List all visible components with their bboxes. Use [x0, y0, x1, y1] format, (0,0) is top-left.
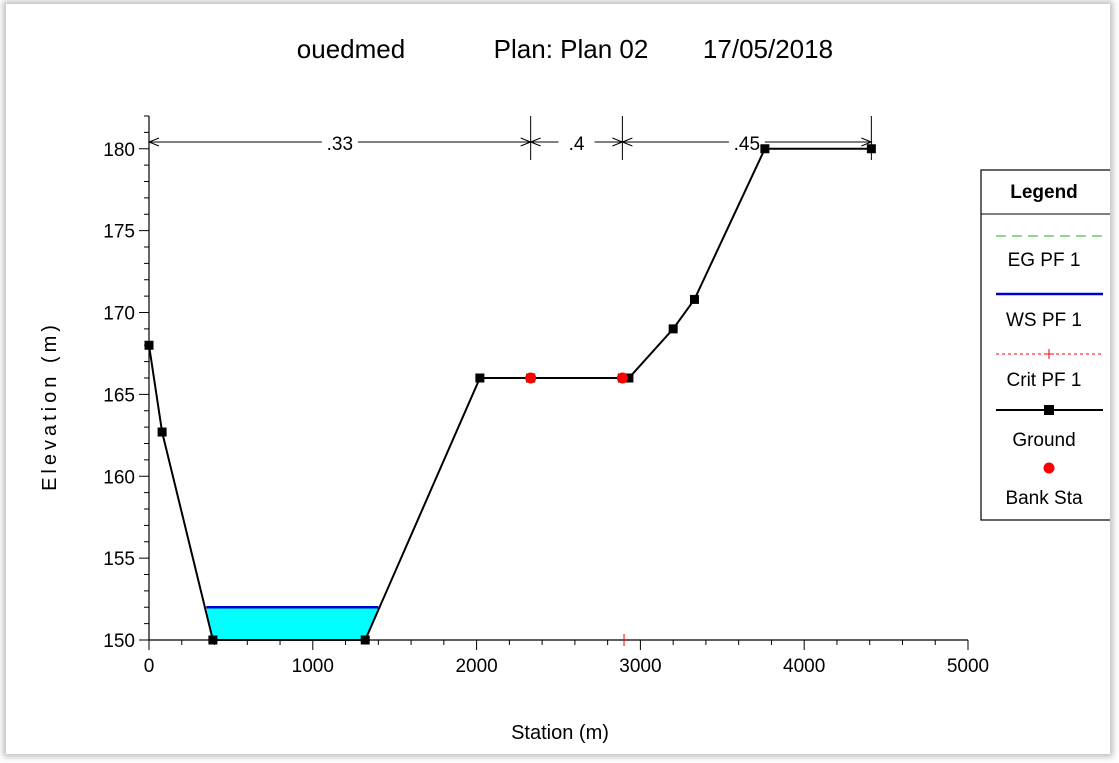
- ground-point: [760, 144, 770, 154]
- legend: Legend EG PF 1 WS PF 1 Crit PF 1 Ground …: [980, 169, 1112, 521]
- legend-symbol-ground-marker: [1044, 405, 1054, 415]
- y-tick-label: 150: [103, 631, 135, 652]
- x-tick-label: 2000: [455, 656, 497, 677]
- x-tick-label: 3000: [619, 656, 661, 677]
- manning-arrowhead: [529, 137, 541, 147]
- y-axis-label: Elevation (m): [39, 321, 61, 491]
- x-tick-label: 0: [144, 656, 155, 677]
- manning-label: .4: [569, 134, 585, 155]
- manning-arrowhead: [621, 137, 633, 147]
- x-tick-label: 5000: [947, 656, 989, 677]
- y-tick-label: 175: [103, 222, 135, 243]
- x-axis-label: Station (m): [511, 722, 609, 744]
- chart-svg: ouedmed Plan: Plan 02 17/05/2018 Station…: [39, 34, 1112, 744]
- bank-sta-point: [525, 372, 537, 384]
- legend-label-crit: Crit PF 1: [1007, 370, 1082, 391]
- water-area: [206, 607, 379, 640]
- legend-label-bank: Bank Sta: [1005, 488, 1083, 509]
- y-tick-label: 180: [103, 140, 135, 161]
- legend-symbol-bank: [1043, 462, 1055, 474]
- chart-title-plan: Plan: Plan 02: [494, 34, 649, 64]
- y-tick-label: 165: [103, 385, 135, 406]
- legend-label-ws: WS PF 1: [1006, 310, 1082, 331]
- ground-point: [624, 373, 634, 383]
- manning-label: .45: [734, 134, 760, 155]
- y-tick-label: 155: [103, 549, 135, 570]
- y-tick-label: 160: [103, 467, 135, 488]
- ground-point: [866, 144, 876, 154]
- manning-arrowhead: [147, 137, 160, 147]
- legend-label-ground: Ground: [1012, 430, 1075, 451]
- plot-area: 150 155 160 165 170 175 180 0 1000 2000 3000 4000 50…: [103, 115, 989, 677]
- ground-point: [360, 635, 370, 645]
- x-tick-label: 1000: [292, 656, 334, 677]
- ground-point: [689, 294, 699, 304]
- bank-sta-point: [616, 372, 628, 384]
- x-tick-label: 4000: [783, 656, 825, 677]
- ground-point: [208, 635, 218, 645]
- manning-label: .33: [327, 134, 353, 155]
- ground-point: [157, 427, 167, 437]
- legend-title: Legend: [1010, 182, 1078, 203]
- chart-window: ouedmed Plan: Plan 02 17/05/2018 Station…: [6, 4, 1112, 754]
- manning-arrowhead: [861, 137, 873, 147]
- ground-point: [475, 373, 485, 383]
- legend-symbols: [996, 235, 1103, 474]
- y-tick-label: 170: [103, 304, 135, 325]
- ground-point: [668, 324, 678, 334]
- ground-line: [148, 147, 872, 641]
- ground-point: [144, 340, 154, 350]
- chart-title-date: 17/05/2018: [703, 34, 833, 64]
- legend-label-eg: EG PF 1: [1008, 250, 1081, 271]
- chart-title-project: ouedmed: [297, 34, 405, 64]
